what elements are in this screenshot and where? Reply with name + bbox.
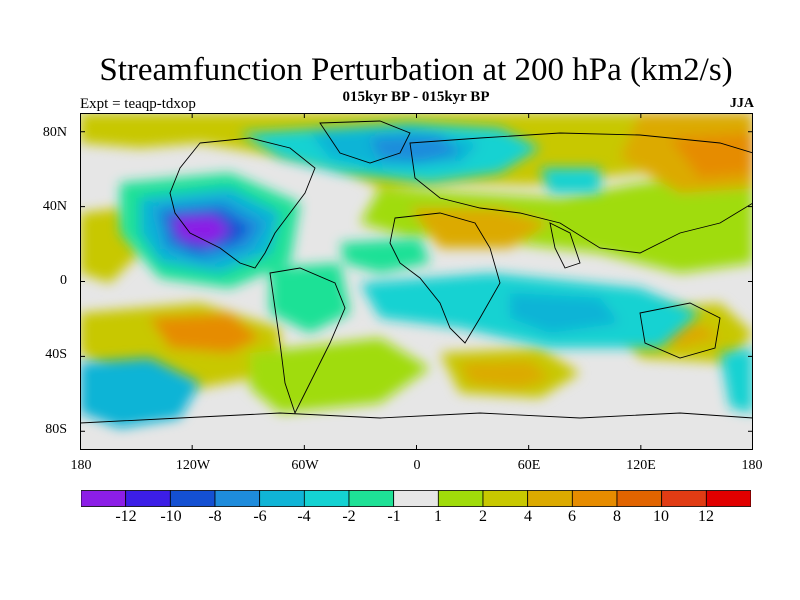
colorbar-box xyxy=(214,490,261,507)
colorbar-label: -12 xyxy=(115,508,137,525)
colorbar-box xyxy=(169,490,216,507)
colorbar-box xyxy=(348,490,395,507)
field-south-atlantic-positive xyxy=(250,338,430,413)
colorbar-box xyxy=(437,490,484,507)
coastlines xyxy=(80,120,753,424)
field-contours xyxy=(80,113,753,428)
coastline-south-america xyxy=(269,267,346,415)
coastline-eurasia xyxy=(409,132,753,254)
colorbar-box xyxy=(259,490,305,507)
colorbar-label: 8 xyxy=(613,508,621,525)
colorbar-box xyxy=(81,490,127,507)
colorbar-label: 6 xyxy=(568,508,576,525)
colorbar-label: 10 xyxy=(653,508,669,525)
colorbar-label: -4 xyxy=(297,508,311,525)
colorbar-box xyxy=(661,490,707,507)
field-southeast-pacific-negative xyxy=(720,348,753,413)
colorbar-label: 2 xyxy=(479,508,487,525)
colorbar-label: -8 xyxy=(208,508,222,525)
colorbar-box xyxy=(705,490,751,507)
field-indian-ocean-low xyxy=(510,293,620,333)
lat-tick-label: 40N xyxy=(42,199,67,214)
colorbar-box xyxy=(125,490,171,507)
colorbar-box xyxy=(616,490,663,507)
colorbar-label: -1 xyxy=(387,508,401,525)
coastline-north-america xyxy=(169,137,316,269)
coastline-antarctica xyxy=(80,412,753,424)
figure-title: Streamfunction Perturbation at 200 hPa (… xyxy=(99,52,733,88)
field-siberian-high xyxy=(670,133,753,178)
coastline-india xyxy=(549,222,581,269)
colorbar-box xyxy=(482,490,529,507)
field-north-america-low-center xyxy=(172,216,230,245)
field-south-pacific-low xyxy=(80,358,200,428)
lat-tick-label: 80S xyxy=(45,422,67,437)
field-greenland-low xyxy=(370,135,460,163)
colorbar xyxy=(81,490,751,507)
colorbar-label: -2 xyxy=(342,508,356,525)
colorbar-label: 12 xyxy=(698,508,714,525)
lon-tick-label: 60E xyxy=(517,458,541,473)
field-mediterranean-high xyxy=(410,208,550,248)
streamfunction-map xyxy=(80,113,753,450)
lon-tick-label: 60W xyxy=(291,458,319,473)
field-central-asia-negative xyxy=(540,168,600,193)
field-southern-indian-high xyxy=(460,361,550,388)
colorbar-label: 4 xyxy=(524,508,532,525)
lat-tick-label: 0 xyxy=(60,273,67,288)
map-ticks xyxy=(80,113,753,450)
coastline-greenland xyxy=(319,120,411,164)
figure-subtitle: 015kyr BP - 015kyr BP xyxy=(342,89,490,105)
lon-tick-label: 120W xyxy=(175,458,211,473)
coastline-africa xyxy=(389,212,501,344)
lon-tick-label: 120E xyxy=(626,458,656,473)
colorbar-box xyxy=(303,490,350,507)
colorbar-label: 1 xyxy=(434,508,442,525)
field-band-eurasia-positive xyxy=(360,173,753,273)
colorbar-box xyxy=(527,490,573,507)
lon-tick-label: 0 xyxy=(413,458,421,473)
season-label: JJA xyxy=(729,96,754,111)
colorbar-label: -10 xyxy=(160,508,182,525)
colorbar-label: -6 xyxy=(253,508,267,525)
field-tropical-atlantic-negative xyxy=(340,238,430,273)
colorbar-box xyxy=(571,490,618,507)
colorbar-box xyxy=(393,490,439,507)
field-south-pacific-high xyxy=(150,313,260,353)
lon-tick-label: 180 xyxy=(741,458,763,473)
lat-tick-label: 40S xyxy=(45,347,67,362)
experiment-label: Expt = teaqp-tdxop xyxy=(80,96,196,112)
lon-tick-label: 180 xyxy=(70,458,92,473)
lat-tick-label: 80N xyxy=(42,125,67,140)
coastline-australia xyxy=(639,302,721,359)
